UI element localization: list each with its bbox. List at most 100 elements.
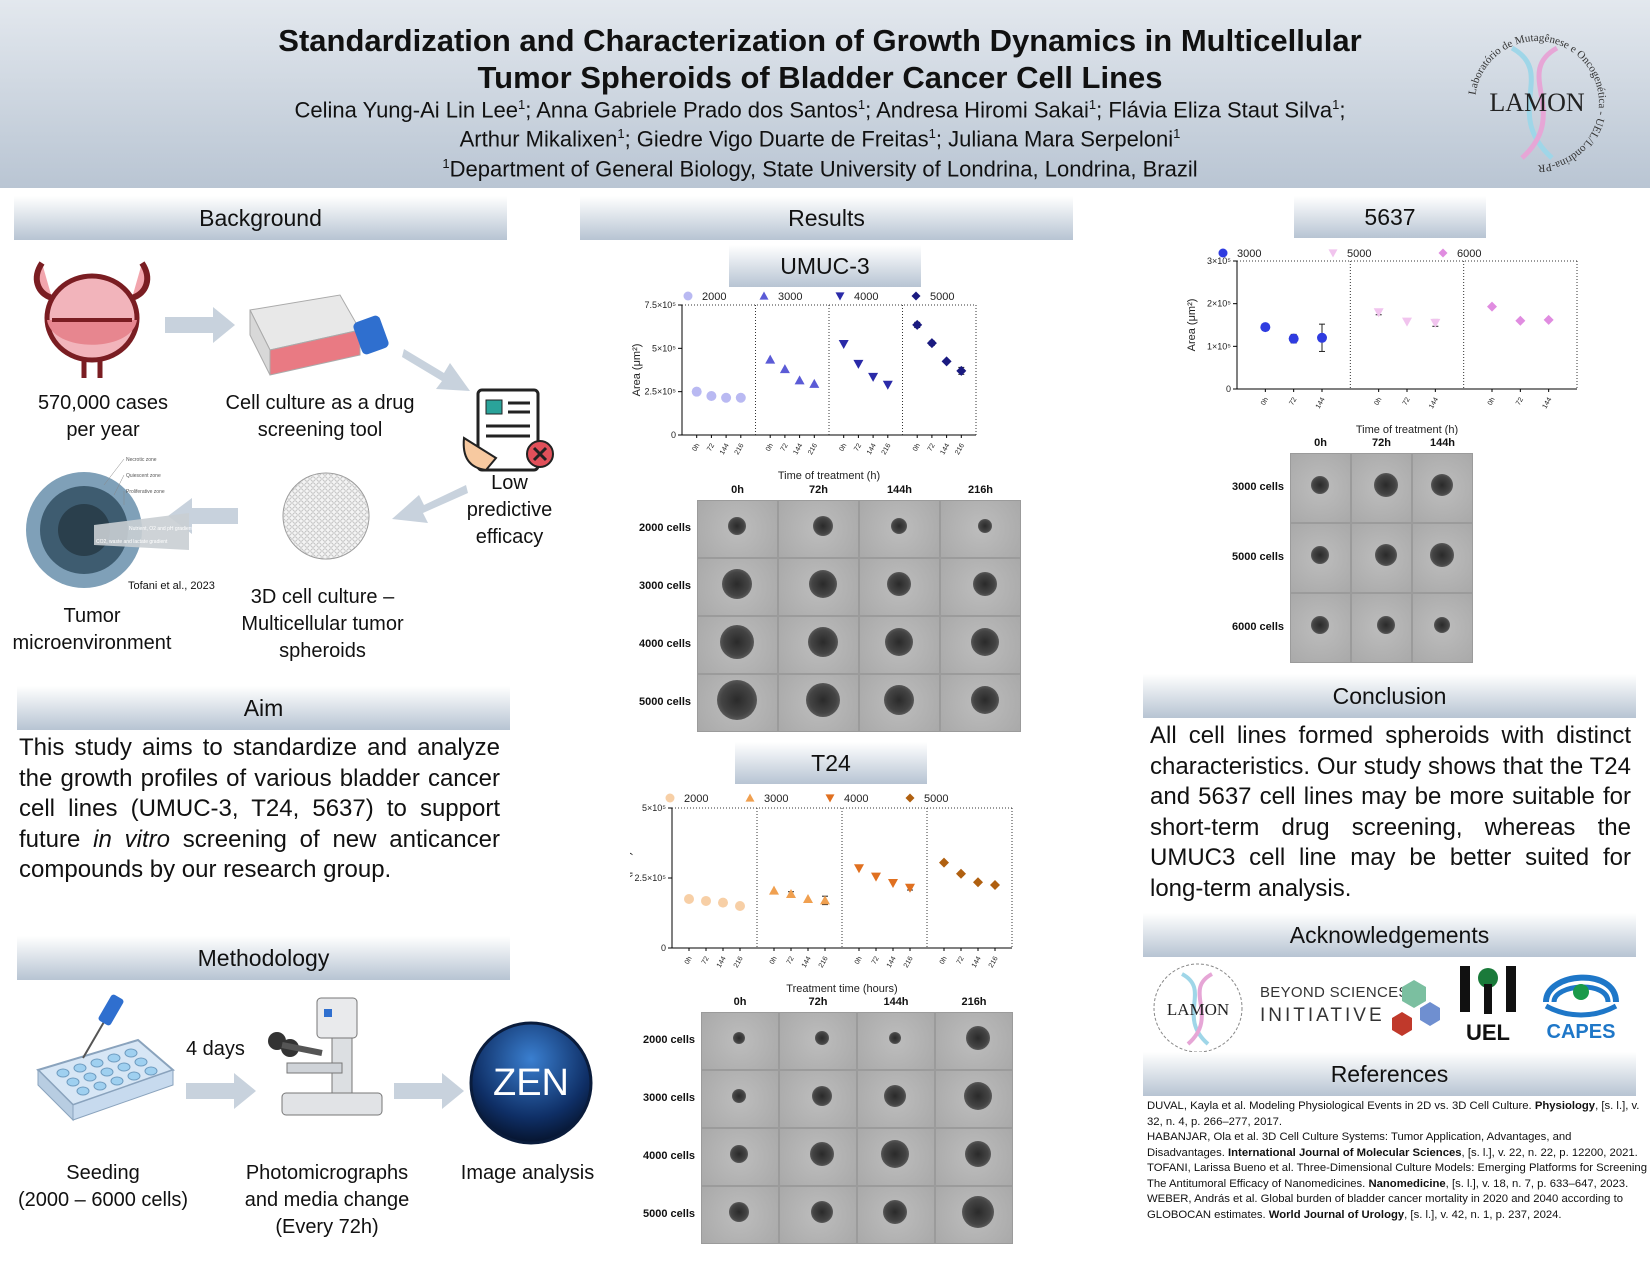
culture-flask-icon bbox=[249, 294, 389, 376]
micrograph-image bbox=[1351, 593, 1412, 663]
umuc3-heading: UMUC-3 bbox=[729, 245, 921, 287]
legend-label: 5000 bbox=[930, 291, 954, 303]
aim-text: This study aims to standardize and analy… bbox=[19, 734, 500, 883]
micrograph-row-label: 5000 cells bbox=[639, 696, 691, 708]
data-point bbox=[691, 386, 702, 397]
author-name: Arthur Mikalixen bbox=[459, 126, 618, 152]
micrograph-image bbox=[778, 674, 859, 732]
x-tick-label: 72 bbox=[956, 955, 966, 965]
x-tick-label: 72 bbox=[706, 442, 716, 452]
author-affiliation-sup: 1 bbox=[517, 97, 526, 112]
micrograph-image bbox=[935, 1012, 1013, 1070]
spheroid-blob bbox=[812, 516, 833, 536]
svg-text:Nutrient, O2 and pH gradient: Nutrient, O2 and pH gradient bbox=[129, 526, 194, 532]
micrograph-image bbox=[1412, 453, 1473, 523]
spheroid-blob bbox=[732, 1089, 746, 1103]
spheroid-blob bbox=[1433, 617, 1450, 633]
data-point bbox=[882, 380, 893, 390]
c5637-heading: 5637 bbox=[1294, 196, 1486, 238]
author-separator: ; bbox=[1339, 97, 1346, 123]
micrograph-image bbox=[779, 1012, 857, 1070]
micrograph-col-label: 144h bbox=[883, 996, 909, 1008]
micrograph-row-label: 5000 cells bbox=[643, 1208, 695, 1220]
spheroid-blob bbox=[970, 686, 999, 714]
micrograph-image bbox=[778, 500, 859, 558]
author-affiliation-sup: 1 bbox=[1088, 97, 1097, 112]
data-point bbox=[1317, 332, 1327, 343]
authors-line2: Arthur Mikalixen1; Giedre Vigo Duarte de… bbox=[180, 120, 1460, 153]
spheroid-blob bbox=[1310, 616, 1329, 634]
y-tick-label: 3×10⁵ bbox=[1207, 256, 1231, 266]
spheroid-blob bbox=[964, 1082, 992, 1110]
micrograph-image bbox=[1290, 523, 1351, 593]
x-tick-label: 144 bbox=[1541, 396, 1553, 410]
micrograph-image bbox=[935, 1128, 1013, 1186]
micrograph-col-label: 72h bbox=[809, 484, 828, 496]
legend-marker bbox=[835, 292, 845, 301]
micrograph-col-label: 216h bbox=[967, 484, 994, 496]
data-point bbox=[868, 372, 879, 382]
tumor-microenvironment-icon: Necrotic zone Quiescent zone Proliferati… bbox=[26, 457, 194, 588]
x-axis-label: Time of treatment (h) bbox=[778, 470, 880, 482]
arrow-right-icon bbox=[186, 1073, 256, 1109]
micrograph-row-label: 2000 cells bbox=[639, 522, 691, 534]
legend-marker bbox=[759, 291, 769, 300]
micrograph-col-label: 216h bbox=[961, 996, 987, 1008]
spheroid-blob bbox=[808, 570, 837, 598]
micrograph-image bbox=[697, 558, 778, 616]
legend-marker bbox=[1438, 248, 1448, 258]
reference-journal: World Journal of Urology bbox=[1268, 1208, 1405, 1221]
author-separator: ; bbox=[525, 97, 537, 123]
x-tick-label: 144 bbox=[866, 442, 878, 456]
author-affiliation-sup: 1 bbox=[857, 97, 866, 112]
beyond-sciences-line2: INITIATIVE bbox=[1260, 1005, 1385, 1026]
data-point bbox=[809, 378, 820, 388]
reference-text: DUVAL, Kayla et al. Modeling Physiologic… bbox=[1147, 1100, 1535, 1112]
x-tick-label: 0h bbox=[1260, 396, 1270, 406]
micrograph-col-label: 0h bbox=[733, 996, 747, 1008]
references-heading: References bbox=[1143, 1052, 1636, 1096]
svg-text:ZEN: ZEN bbox=[493, 1062, 569, 1104]
interval-label: 4 days bbox=[186, 1038, 245, 1060]
micrograph-image bbox=[1412, 523, 1473, 593]
micrograph-image bbox=[940, 674, 1021, 732]
report-failure-icon bbox=[462, 388, 554, 472]
svg-text:CO2, waste and lactate gradien: CO2, waste and lactate gradient bbox=[96, 539, 168, 545]
y-tick-label: 5×10⁵ bbox=[652, 343, 676, 353]
author-affiliation-sup: 1 bbox=[617, 126, 625, 141]
legend-label: 5000 bbox=[924, 793, 948, 805]
x-tick-label: 0h bbox=[838, 442, 848, 452]
spheroid-blob bbox=[815, 1031, 829, 1045]
data-point bbox=[1402, 317, 1412, 327]
data-point bbox=[956, 365, 967, 376]
data-point bbox=[735, 901, 745, 911]
micrograph-image bbox=[857, 1070, 935, 1128]
x-tick-label: 144 bbox=[792, 442, 804, 456]
arrow-down-left-icon bbox=[392, 485, 468, 523]
umuc3-chart: 2000 3000 4000 5000 0 2.5×10⁵ 5×10⁵ 7.5×10⁵ Area… bbox=[631, 291, 977, 482]
legend-marker bbox=[825, 794, 835, 803]
micrograph-image bbox=[701, 1012, 779, 1070]
micrograph-image bbox=[697, 616, 778, 674]
x-tick-label: 72 bbox=[927, 442, 937, 452]
data-point bbox=[820, 895, 830, 905]
x-tick-label: 72 bbox=[786, 955, 796, 965]
legend-label: 3000 bbox=[778, 291, 802, 303]
reference-details: , [s. l.], v. 18, n. 7, p. 633–647, 2023… bbox=[1445, 1177, 1629, 1190]
data-point bbox=[956, 868, 966, 879]
svg-text:Quiescent zone: Quiescent zone bbox=[126, 473, 161, 479]
bg-caption-cell-culture: Cell culture as a drug screening tool bbox=[225, 392, 415, 441]
micrograph-col-label: 0h bbox=[731, 484, 744, 496]
conclusion-text: All cell lines formed spheroids with dis… bbox=[1150, 722, 1631, 902]
spheroid-blob bbox=[727, 517, 746, 535]
data-point bbox=[888, 879, 898, 889]
data-point bbox=[1543, 314, 1554, 325]
svg-text:LAMON: LAMON bbox=[1489, 88, 1585, 117]
svg-text:Necrotic zone: Necrotic zone bbox=[126, 457, 157, 463]
legend-marker bbox=[665, 793, 675, 803]
spheroid-blob bbox=[721, 569, 752, 599]
svg-text:CAPES: CAPES bbox=[1547, 1021, 1616, 1042]
method-photomicrographs: Photomicrographs and media change (Every 7… bbox=[244, 1162, 410, 1238]
x-tick-label: 144 bbox=[886, 955, 898, 969]
micrograph-image bbox=[1290, 453, 1351, 523]
